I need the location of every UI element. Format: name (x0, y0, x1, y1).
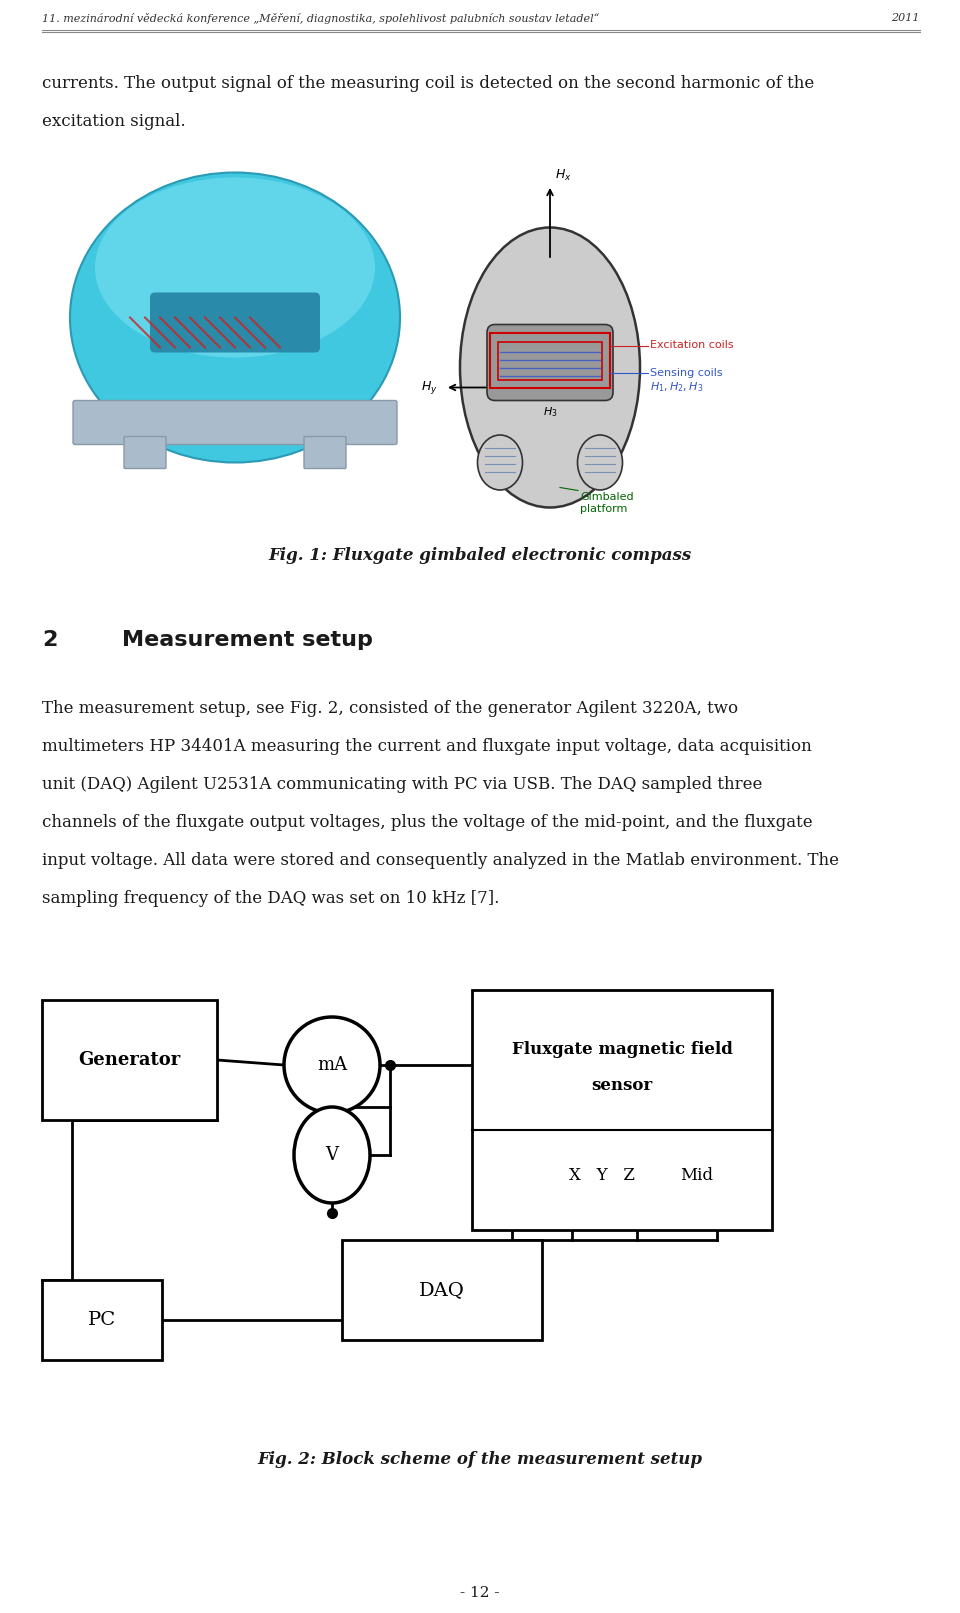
Text: X   Y   Z: X Y Z (569, 1166, 635, 1184)
Text: 11. mezinárodní vědecká konference „Měření, diagnostika, spolehlivost palubních : 11. mezinárodní vědecká konference „Měře… (42, 13, 599, 24)
Text: Fig. 2: Block scheme of the measurement setup: Fig. 2: Block scheme of the measurement … (257, 1452, 703, 1468)
FancyBboxPatch shape (73, 400, 397, 445)
Text: Generator: Generator (79, 1052, 180, 1069)
Text: PC: PC (88, 1311, 116, 1329)
Text: Measurement setup: Measurement setup (122, 631, 372, 650)
FancyBboxPatch shape (124, 437, 166, 468)
Bar (490, 332, 610, 387)
FancyBboxPatch shape (304, 437, 346, 468)
Bar (472, 990, 772, 1231)
Ellipse shape (460, 227, 640, 508)
Bar (42, 1000, 217, 1119)
Text: Mid: Mid (681, 1166, 713, 1184)
FancyBboxPatch shape (487, 324, 613, 400)
Text: $H_2$: $H_2$ (598, 461, 612, 474)
Text: $H_x$: $H_x$ (555, 168, 571, 182)
FancyBboxPatch shape (150, 292, 320, 353)
Text: excitation signal.: excitation signal. (42, 113, 185, 131)
Text: - 12 -: - 12 - (460, 1586, 500, 1600)
Text: currents. The output signal of the measuring coil is detected on the second harm: currents. The output signal of the measu… (42, 74, 814, 92)
Text: sampling frequency of the DAQ was set on 10 kHz [7].: sampling frequency of the DAQ was set on… (42, 890, 499, 907)
Text: DAQ: DAQ (420, 1281, 465, 1298)
Text: V: V (325, 1145, 339, 1165)
Text: $H_1$: $H_1$ (488, 461, 502, 474)
Text: multimeters HP 34401A measuring the current and fluxgate input voltage, data acq: multimeters HP 34401A measuring the curr… (42, 739, 812, 755)
Text: The measurement setup, see Fig. 2, consisted of the generator Agilent 3220A, two: The measurement setup, see Fig. 2, consi… (42, 700, 738, 718)
Text: Excitation coils: Excitation coils (650, 340, 733, 350)
Text: Sensing coils: Sensing coils (650, 368, 723, 377)
Ellipse shape (578, 436, 622, 490)
Ellipse shape (95, 177, 375, 358)
Text: $H_y$: $H_y$ (421, 379, 438, 397)
Bar (342, 1240, 542, 1340)
Ellipse shape (477, 436, 522, 490)
Text: Gimbaled
platform: Gimbaled platform (580, 492, 634, 515)
Ellipse shape (294, 1107, 370, 1203)
Text: mA: mA (317, 1057, 348, 1074)
Text: 2011: 2011 (892, 13, 920, 23)
Bar (42, 1281, 162, 1360)
Text: Fluxgate magnetic field: Fluxgate magnetic field (512, 1042, 732, 1058)
Text: channels of the fluxgate output voltages, plus the voltage of the mid-point, and: channels of the fluxgate output voltages… (42, 815, 812, 831)
Text: $H_1, H_2, H_3$: $H_1, H_2, H_3$ (650, 381, 704, 395)
Text: Fig. 1: Fluxgate gimbaled electronic compass: Fig. 1: Fluxgate gimbaled electronic com… (269, 547, 691, 563)
Text: $H_3$: $H_3$ (542, 405, 558, 419)
Circle shape (284, 1018, 380, 1113)
Text: unit (DAQ) Agilent U2531A communicating with PC via USB. The DAQ sampled three: unit (DAQ) Agilent U2531A communicating … (42, 776, 762, 794)
Ellipse shape (70, 173, 400, 463)
Text: input voltage. All data were stored and consequently analyzed in the Matlab envi: input voltage. All data were stored and … (42, 852, 839, 869)
Text: sensor: sensor (591, 1076, 653, 1094)
Text: 2: 2 (42, 631, 58, 650)
Bar (498, 342, 602, 379)
